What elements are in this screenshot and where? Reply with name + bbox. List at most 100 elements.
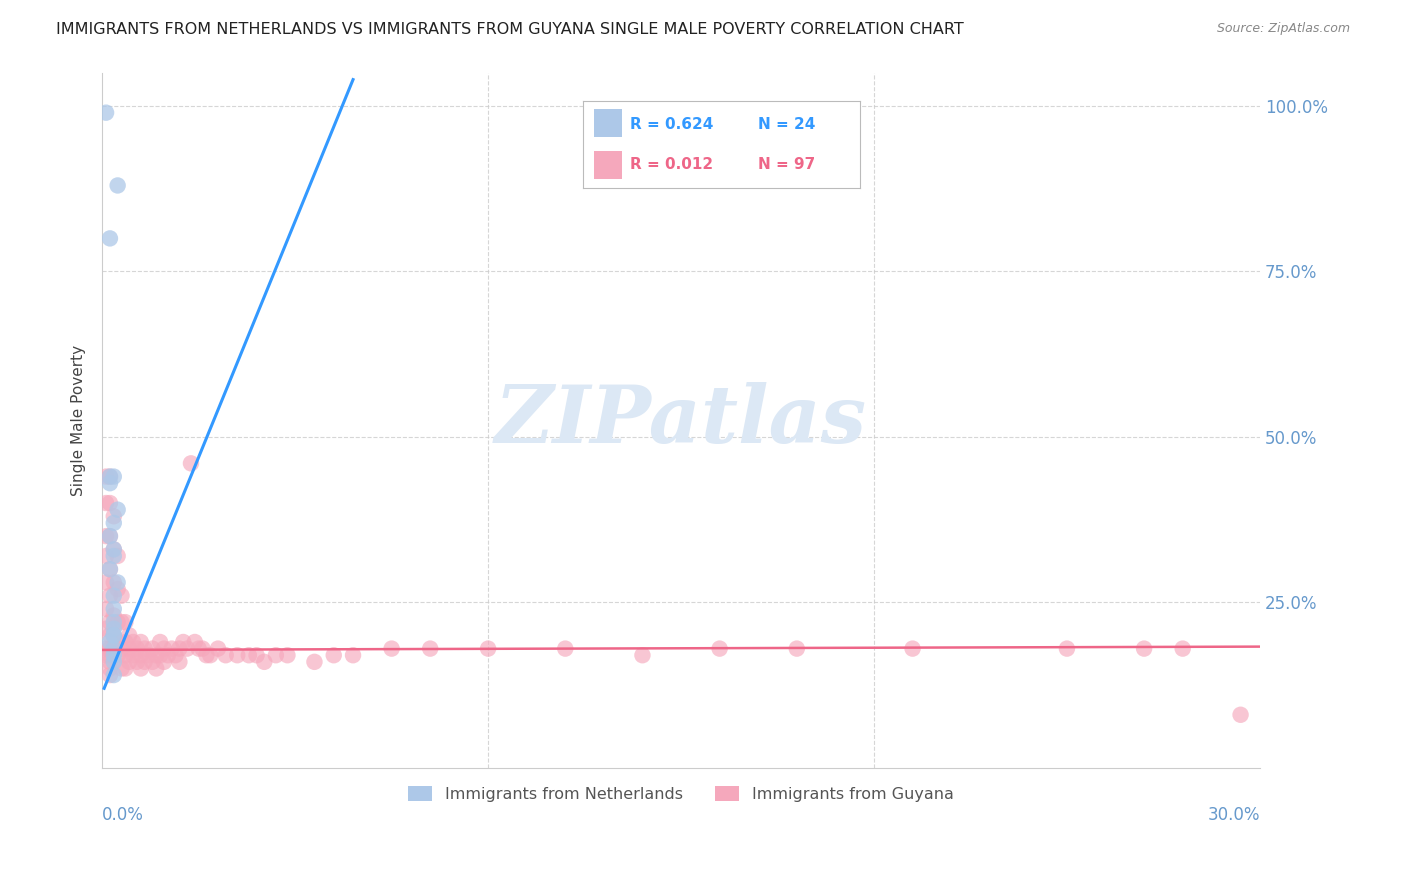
Point: [134, 655, 156, 669]
Point: [103, 575, 125, 590]
Point: [215, 648, 238, 663]
Point: [103, 641, 125, 656]
Point: [169, 641, 191, 656]
Point: [94, 641, 117, 656]
Point: [129, 635, 152, 649]
Point: [107, 178, 129, 193]
Point: [172, 635, 194, 649]
Point: [156, 648, 179, 663]
Point: [145, 648, 167, 663]
Point: [1056, 641, 1078, 656]
Point: [160, 641, 183, 656]
Point: [138, 648, 160, 663]
Point: [98, 668, 121, 682]
Point: [195, 648, 218, 663]
Point: [94, 529, 117, 543]
Point: [134, 641, 156, 656]
Point: [103, 628, 125, 642]
Point: [98, 562, 121, 576]
Y-axis label: Single Male Poverty: Single Male Poverty: [72, 345, 86, 496]
Point: [98, 628, 121, 642]
Point: [103, 608, 125, 623]
Point: [98, 655, 121, 669]
Point: [103, 615, 125, 629]
Point: [103, 542, 125, 557]
Point: [118, 655, 141, 669]
Point: [153, 641, 176, 656]
Point: [118, 641, 141, 656]
Point: [94, 469, 117, 483]
Point: [110, 661, 132, 675]
Point: [107, 582, 129, 596]
Point: [103, 628, 125, 642]
Point: [786, 641, 808, 656]
Point: [187, 641, 209, 656]
Point: [125, 641, 148, 656]
Point: [107, 648, 129, 663]
Point: [107, 635, 129, 649]
Point: [901, 641, 924, 656]
Point: [342, 648, 364, 663]
Point: [103, 549, 125, 563]
Point: [477, 641, 499, 656]
Point: [103, 628, 125, 642]
Text: IMMIGRANTS FROM NETHERLANDS VS IMMIGRANTS FROM GUYANA SINGLE MALE POVERTY CORREL: IMMIGRANTS FROM NETHERLANDS VS IMMIGRANT…: [56, 22, 965, 37]
Text: ZIPatlas: ZIPatlas: [495, 382, 868, 459]
Point: [554, 641, 576, 656]
Point: [304, 655, 326, 669]
Point: [98, 476, 121, 491]
Point: [169, 655, 191, 669]
Point: [103, 602, 125, 616]
Point: [1229, 707, 1251, 722]
Point: [118, 628, 141, 642]
Point: [200, 648, 222, 663]
Point: [125, 655, 148, 669]
Point: [94, 622, 117, 636]
Point: [165, 648, 187, 663]
Point: [1133, 641, 1156, 656]
Point: [184, 635, 207, 649]
Point: [1171, 641, 1194, 656]
Point: [129, 648, 152, 663]
Point: [122, 635, 145, 649]
Point: [98, 231, 121, 245]
Point: [276, 648, 298, 663]
Point: [245, 648, 267, 663]
Point: [103, 655, 125, 669]
Point: [381, 641, 404, 656]
Point: [141, 655, 163, 669]
Point: [98, 615, 121, 629]
Point: [94, 648, 117, 663]
Point: [107, 502, 129, 516]
Text: 30.0%: 30.0%: [1208, 805, 1260, 824]
Point: [114, 648, 136, 663]
Point: [94, 496, 117, 510]
Point: [122, 648, 145, 663]
Point: [145, 661, 167, 675]
Point: [98, 641, 121, 656]
Point: [141, 641, 163, 656]
Point: [94, 602, 117, 616]
Point: [110, 641, 132, 656]
Point: [253, 655, 276, 669]
Point: [103, 516, 125, 530]
Point: [419, 641, 441, 656]
Point: [176, 641, 198, 656]
Point: [226, 648, 249, 663]
Point: [180, 456, 202, 470]
Point: [114, 661, 136, 675]
Legend: Immigrants from Netherlands, Immigrants from Guyana: Immigrants from Netherlands, Immigrants …: [402, 780, 960, 808]
Point: [322, 648, 344, 663]
Point: [110, 589, 132, 603]
Point: [103, 469, 125, 483]
Point: [94, 549, 117, 563]
Point: [149, 648, 172, 663]
Point: [103, 641, 125, 656]
Point: [103, 668, 125, 682]
Point: [153, 655, 176, 669]
Point: [98, 648, 121, 663]
Point: [98, 496, 121, 510]
Point: [207, 641, 229, 656]
Point: [103, 648, 125, 663]
Point: [94, 105, 117, 120]
